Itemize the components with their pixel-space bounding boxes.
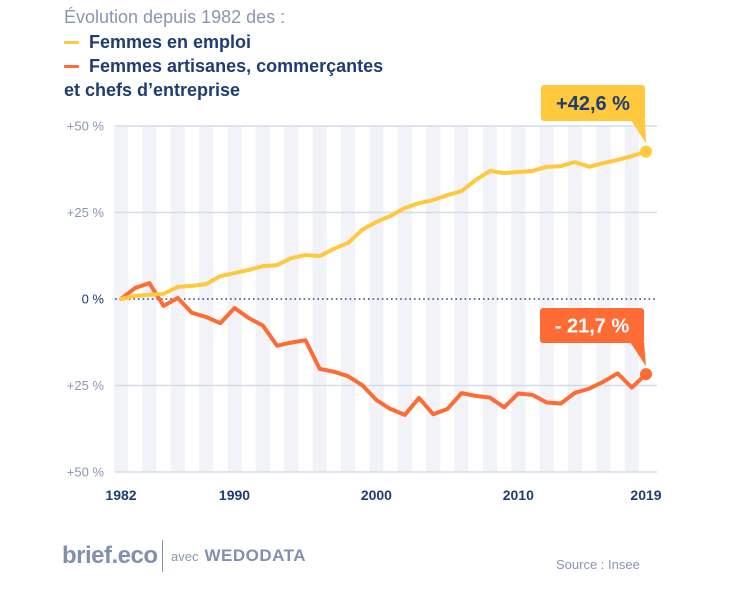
legend-swatch-yellow (64, 40, 79, 44)
footer-logo: brief.eco avec WEDODATA (62, 540, 306, 572)
callout-label: - 21,7 % (555, 316, 630, 338)
legend-label-artisans: Femmes artisanes, commerçantes (89, 56, 384, 76)
end-point-artisans (640, 368, 652, 381)
partner-logo: WEDODATA (204, 546, 307, 565)
callout-pointer (631, 120, 646, 144)
stripe (511, 126, 526, 472)
stripe (142, 126, 157, 472)
gridlines (115, 125, 657, 473)
y-tick-label: 0 % (82, 292, 105, 307)
stripe (340, 126, 356, 472)
stripe (539, 126, 554, 472)
callout-label: +42,6 % (556, 93, 630, 115)
legend-label-employment: Femmes en emploi (89, 32, 252, 52)
y-axis-ticks: +50 % +25 % 0 % +25 % +50 % (67, 119, 105, 480)
series-line-artisans (119, 281, 648, 417)
y-tick-label: +50 % (67, 119, 105, 134)
callout-pointer (630, 342, 646, 367)
stripe (312, 126, 327, 472)
x-axis-ticks: 1982 1990 2000 2010 2019 (105, 487, 661, 503)
x-tick-label: 2010 (503, 487, 534, 503)
callout-employment: +42,6 % (541, 85, 646, 144)
chart-header: Évolution depuis 1982 des : Femmes en em… (64, 4, 383, 102)
callout-artisans: - 21,7 % (540, 308, 646, 367)
legend-item-employment: Femmes en emploi (64, 30, 383, 54)
y-tick-label: +25 % (67, 378, 105, 393)
x-tick-label: 1982 (105, 487, 136, 503)
avec-text: avec (171, 548, 199, 564)
end-point-employment (640, 145, 652, 158)
x-tick-label: 1990 (219, 487, 250, 503)
background-stripes (113, 126, 639, 472)
series-lines (119, 145, 652, 417)
x-tick-label: 2000 (361, 487, 392, 503)
x-tick-label: 2019 (630, 487, 661, 503)
source-note: Source : Insee (556, 557, 640, 572)
end-callouts: +42,6 % - 21,7 % (540, 85, 646, 367)
y-tick-label: +50 % (67, 465, 105, 480)
callout-box (540, 308, 644, 343)
y-tick-label: +25 % (67, 205, 105, 220)
stripe (482, 126, 498, 472)
stripe (199, 126, 214, 472)
series-line-employment (119, 149, 648, 301)
callout-box (541, 85, 645, 121)
brand-logo: brief.eco (62, 542, 158, 569)
chart-subtitle: Évolution depuis 1982 des : (64, 7, 286, 27)
legend-item-artisans: Femmes artisanes, commerçantes (64, 54, 383, 78)
legend-swatch-orange (64, 64, 79, 68)
logo-separator (161, 540, 164, 572)
legend-label-artisans-continued: et chefs d’entreprise (64, 80, 241, 100)
stripe (369, 126, 384, 472)
